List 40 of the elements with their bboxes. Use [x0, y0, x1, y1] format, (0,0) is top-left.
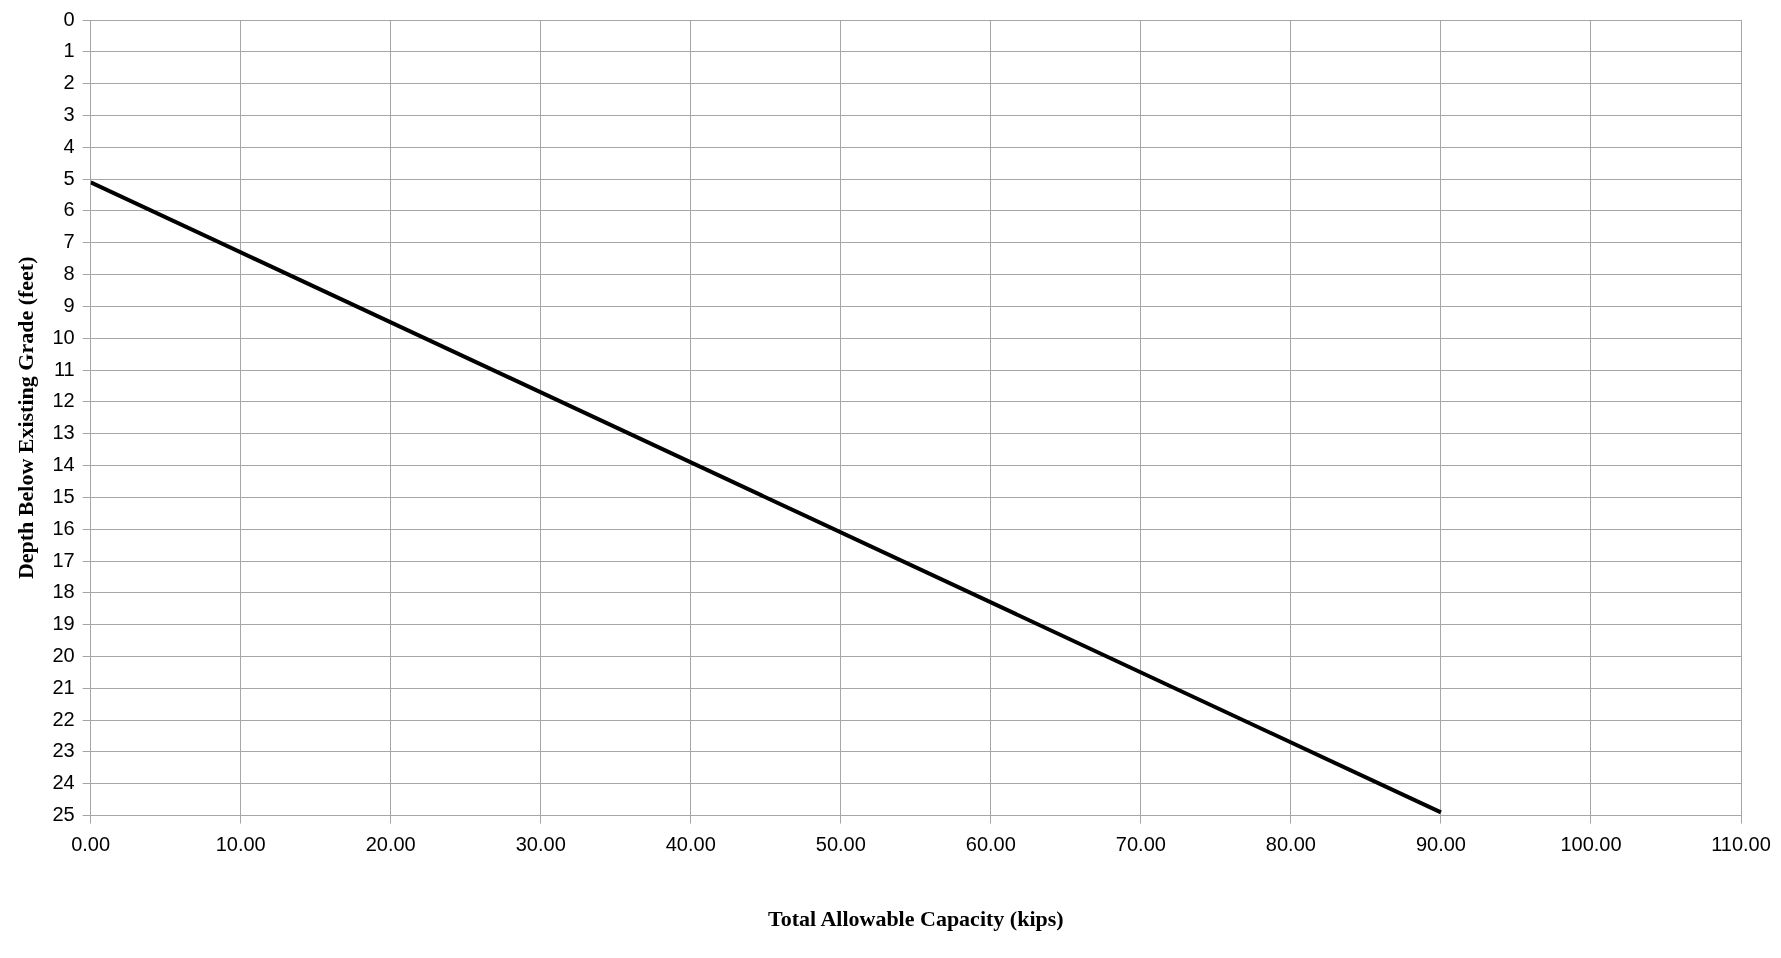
y-tick-label: 13: [52, 421, 75, 444]
x-tick-label: 110.00: [1711, 833, 1771, 856]
y-tick-label: 17: [52, 548, 75, 571]
y-tick-label: 23: [52, 739, 75, 762]
y-tick-label: 16: [52, 516, 75, 539]
x-tick-label: 90.00: [1415, 833, 1466, 856]
y-tick-label: 11: [53, 357, 75, 380]
y-tick-label: 22: [52, 707, 75, 730]
y-tick-label: 18: [52, 580, 75, 603]
x-tick-label: 40.00: [665, 833, 716, 856]
y-tick-label: 7: [63, 230, 75, 253]
y-tick-label: 8: [63, 262, 75, 285]
y-tick-label: 6: [63, 198, 75, 221]
x-tick-label: 0.00: [71, 833, 111, 856]
x-tick-label: 60.00: [965, 833, 1016, 856]
y-tick-label: 3: [63, 102, 75, 125]
y-tick-label: 15: [52, 484, 75, 507]
y-tick-label: 9: [63, 293, 75, 316]
y-tick-label: 0: [63, 7, 75, 30]
y-tick-label: 5: [63, 166, 75, 189]
x-tick-label: 30.00: [515, 833, 566, 856]
x-tick-label: 80.00: [1265, 833, 1316, 856]
y-axis-title: Depth Below Existing Grade (feet): [12, 256, 38, 580]
y-tick-label: 25: [52, 803, 75, 826]
x-tick-label: 70.00: [1115, 833, 1166, 856]
x-tick-label: 20.00: [365, 833, 416, 856]
y-tick-label: 14: [52, 453, 75, 476]
y-tick-label: 2: [63, 71, 75, 94]
x-tick-label: 100.00: [1560, 833, 1622, 856]
x-tick-label: 50.00: [815, 833, 866, 856]
y-tick-label: 24: [52, 771, 75, 794]
y-tick-label: 4: [63, 134, 75, 157]
y-tick-label: 21: [52, 675, 75, 698]
x-tick-label: 10.00: [215, 833, 266, 856]
y-tick-label: 19: [52, 612, 75, 635]
y-tick-label: 10: [52, 325, 75, 348]
y-tick-label: 1: [63, 39, 75, 62]
y-tick-label: 12: [52, 389, 75, 412]
x-axis-title: Total Allowable Capacity (kips): [768, 906, 1064, 932]
y-tick-label: 20: [52, 644, 75, 666]
